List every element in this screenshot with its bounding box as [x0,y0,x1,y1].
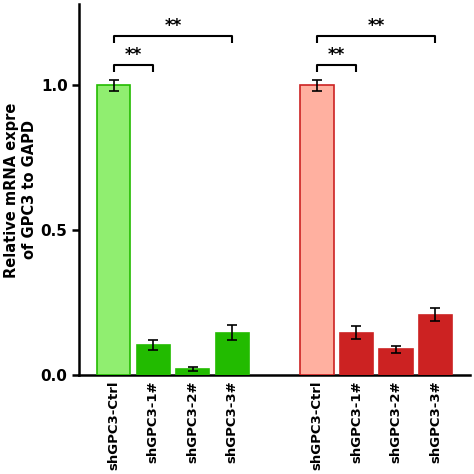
Text: **: ** [164,17,182,35]
Text: **: ** [367,17,385,35]
Bar [419,315,452,375]
Bar [216,333,249,375]
Bar [379,349,412,375]
Bar [340,333,373,375]
Text: **: ** [125,46,142,64]
Y-axis label: Relative mRNA expre
of GPC3 to GAPD: Relative mRNA expre of GPC3 to GAPD [4,102,36,277]
Text: **: ** [328,46,346,64]
Bar [300,85,334,375]
Bar [137,345,170,375]
Bar [97,85,130,375]
Bar [176,369,210,375]
